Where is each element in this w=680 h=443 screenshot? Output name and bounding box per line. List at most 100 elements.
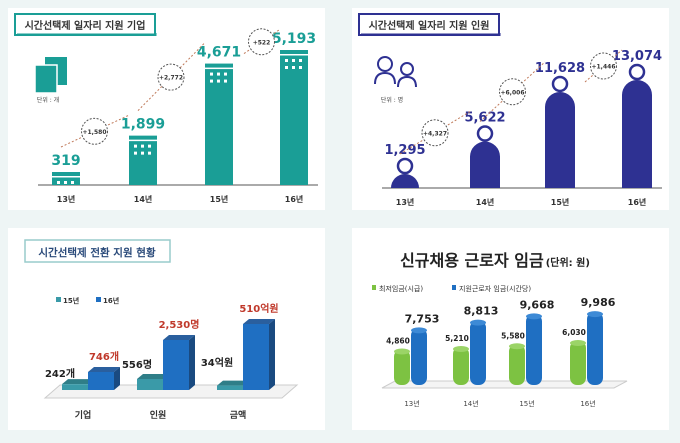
window <box>148 144 151 148</box>
bar <box>526 314 542 385</box>
bar <box>163 340 189 390</box>
increment-label: +6,006 <box>500 89 524 96</box>
window <box>299 66 302 69</box>
window <box>134 151 137 155</box>
window <box>285 66 288 69</box>
bar-cap <box>470 319 486 326</box>
bar-cap <box>526 313 542 320</box>
chart-title: 시간선택제 전환 지원 현황 <box>38 246 156 259</box>
bar-cap <box>587 311 603 318</box>
increment-badge <box>248 28 275 56</box>
legend-swatch <box>452 285 456 290</box>
bar <box>587 312 603 385</box>
value-label: 9,986 <box>581 296 616 309</box>
legend-label: 15년 <box>63 296 79 305</box>
window <box>292 59 295 62</box>
window <box>210 72 213 76</box>
legend-label: 16년 <box>103 296 119 305</box>
window <box>224 72 227 76</box>
window <box>217 72 220 76</box>
legend-label: 지원근로자 임금(시간당) <box>459 284 531 293</box>
value-label: 34억원 <box>201 356 233 369</box>
value-label: 4,860 <box>386 337 410 346</box>
window <box>285 59 288 62</box>
bar-top <box>88 367 120 372</box>
bar-cap <box>570 339 586 346</box>
value-label: 556명 <box>122 358 152 371</box>
window <box>64 181 67 184</box>
person-bar <box>622 80 652 188</box>
bar-top <box>243 319 275 324</box>
people-icon <box>374 71 417 88</box>
unit-label: 단위 : 명 <box>381 96 403 104</box>
legend-swatch <box>96 297 101 302</box>
bar-side <box>189 335 195 390</box>
window <box>224 79 227 83</box>
bar-stripe <box>52 176 80 178</box>
window <box>141 151 144 155</box>
value-label: 7,753 <box>405 312 440 325</box>
x-tick-label: 13년 <box>404 399 419 408</box>
bar-cap <box>411 327 427 334</box>
value-label: 8,813 <box>464 305 499 318</box>
chart-4: 신규채용 근로자 임금 (단위: 원) 최저임금(시급) 지원근로자 임금(시간당) 4… <box>372 251 628 408</box>
increment-badge <box>421 119 449 147</box>
value-label: 746개 <box>89 350 119 363</box>
bar <box>453 346 469 385</box>
panel-4 <box>352 228 669 430</box>
window <box>210 79 213 83</box>
value-label: 13,074 <box>612 49 662 64</box>
x-tick-label: 13년 <box>396 197 415 207</box>
x-tick-label: 14년 <box>463 399 478 408</box>
x-tick-label: 14년 <box>134 194 153 204</box>
value-label: 5,622 <box>464 111 505 126</box>
x-tick-label: 기업 <box>75 409 92 421</box>
x-tick-label: 15년 <box>519 399 534 408</box>
person-head <box>476 125 494 142</box>
value-label: 1,295 <box>384 143 425 158</box>
window <box>292 66 295 69</box>
chart-title-unit: (단위: 원) <box>546 256 590 269</box>
increment-label: +1,580 <box>82 129 106 136</box>
value-label: 5,210 <box>445 334 469 343</box>
value-label: 11,628 <box>535 61 585 76</box>
bar-top <box>137 374 169 380</box>
x-tick-label: 금액 <box>230 409 247 421</box>
bar-cap <box>394 348 410 355</box>
value-label: 9,668 <box>520 298 555 311</box>
x-tick-label: 인원 <box>150 409 167 421</box>
window <box>71 181 74 184</box>
bar-side <box>114 367 120 390</box>
value-label: 5,193 <box>272 31 316 47</box>
bar-stripe <box>280 54 308 56</box>
x-tick-label: 13년 <box>57 194 76 204</box>
bar <box>394 349 410 385</box>
person-bar <box>545 91 575 188</box>
bar <box>411 328 427 385</box>
bar-stripe <box>205 67 233 70</box>
chart-title: 시간선택제 일자리 지원 인원 <box>369 19 490 32</box>
bar <box>137 379 163 390</box>
building-icon <box>34 64 58 94</box>
bar-stripe <box>129 139 157 142</box>
x-tick-label: 15년 <box>210 194 229 204</box>
bar <box>88 372 114 390</box>
bar-top <box>163 335 195 340</box>
title-shadow <box>17 33 157 36</box>
bar <box>217 385 243 390</box>
bar-top <box>217 380 249 386</box>
value-label: 319 <box>51 153 80 169</box>
increment-badge <box>590 52 617 80</box>
person-head <box>396 157 414 175</box>
value-label: 242개 <box>45 367 75 380</box>
window <box>217 79 220 83</box>
bar-top <box>62 379 94 385</box>
bar-cap <box>453 345 469 352</box>
value-label: 2,530명 <box>159 318 200 331</box>
increment-label: +522 <box>253 39 271 46</box>
bar <box>129 135 157 185</box>
